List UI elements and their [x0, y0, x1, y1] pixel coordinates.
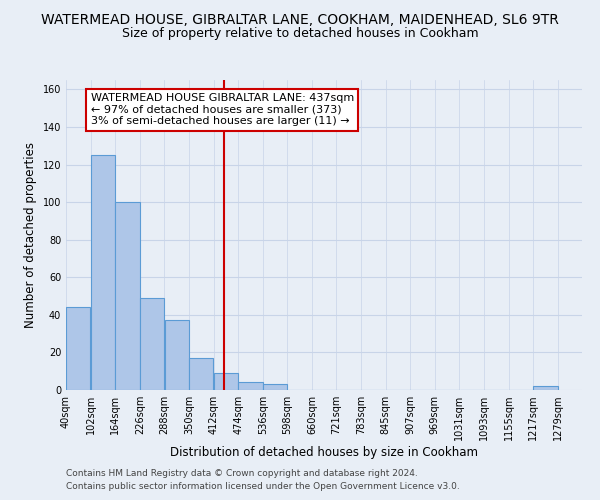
- Y-axis label: Number of detached properties: Number of detached properties: [24, 142, 37, 328]
- Bar: [164, 320, 189, 390]
- Text: WATERMEAD HOUSE, GIBRALTAR LANE, COOKHAM, MAIDENHEAD, SL6 9TR: WATERMEAD HOUSE, GIBRALTAR LANE, COOKHAM…: [41, 12, 559, 26]
- Bar: [189, 358, 214, 390]
- Bar: [66, 308, 91, 390]
- Text: Size of property relative to detached houses in Cookham: Size of property relative to detached ho…: [122, 28, 478, 40]
- Text: Contains HM Land Registry data © Crown copyright and database right 2024.: Contains HM Land Registry data © Crown c…: [66, 468, 418, 477]
- Bar: [140, 298, 164, 390]
- Bar: [115, 202, 140, 390]
- X-axis label: Distribution of detached houses by size in Cookham: Distribution of detached houses by size …: [170, 446, 478, 459]
- Bar: [263, 384, 287, 390]
- Bar: [91, 155, 115, 390]
- Bar: [214, 373, 238, 390]
- Bar: [533, 386, 557, 390]
- Text: WATERMEAD HOUSE GIBRALTAR LANE: 437sqm
← 97% of detached houses are smaller (373: WATERMEAD HOUSE GIBRALTAR LANE: 437sqm ←…: [91, 93, 354, 126]
- Text: Contains public sector information licensed under the Open Government Licence v3: Contains public sector information licen…: [66, 482, 460, 491]
- Bar: [238, 382, 263, 390]
